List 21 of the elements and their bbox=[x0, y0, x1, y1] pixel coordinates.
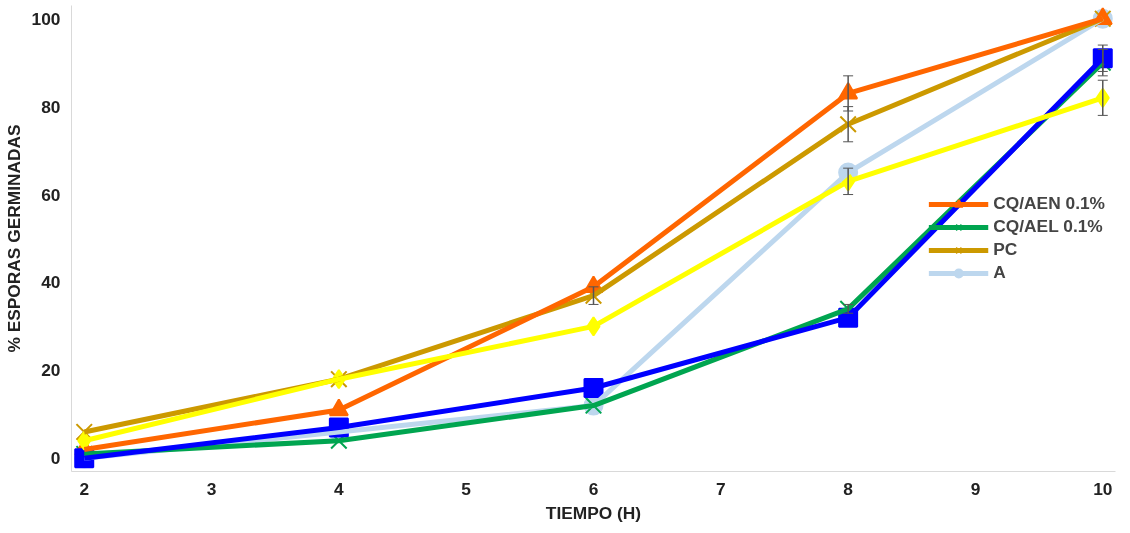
x-tick-label: 2 bbox=[79, 478, 90, 499]
y-tick-label: 0 bbox=[50, 448, 61, 469]
y-axis-title: % ESPORAS GERMINADAS bbox=[3, 124, 24, 353]
legend-label: A bbox=[993, 262, 1007, 283]
x-tick-label: 7 bbox=[716, 478, 726, 499]
x-tick-label: 6 bbox=[588, 478, 599, 499]
x-tick-label: 5 bbox=[461, 478, 472, 499]
legend-label: CQ/AEN 0.1% bbox=[993, 193, 1105, 214]
x-tick-label: 3 bbox=[206, 478, 217, 499]
x-tick-label: 4 bbox=[334, 478, 345, 499]
legend-label: PC bbox=[993, 239, 1018, 260]
y-tick-label: 80 bbox=[41, 96, 61, 117]
x-tick-label: 9 bbox=[970, 478, 981, 499]
legend-label: CQ/AEL 0.1% bbox=[993, 216, 1103, 237]
y-tick-label: 20 bbox=[41, 360, 61, 381]
x-axis-title: TIEMPO (H) bbox=[545, 502, 642, 523]
y-tick-label: 100 bbox=[31, 8, 61, 29]
x-tick-label: 10 bbox=[1093, 478, 1113, 499]
x-tick-label: 8 bbox=[843, 478, 854, 499]
y-tick-label: 40 bbox=[41, 272, 61, 293]
y-tick-label: 60 bbox=[41, 184, 61, 205]
